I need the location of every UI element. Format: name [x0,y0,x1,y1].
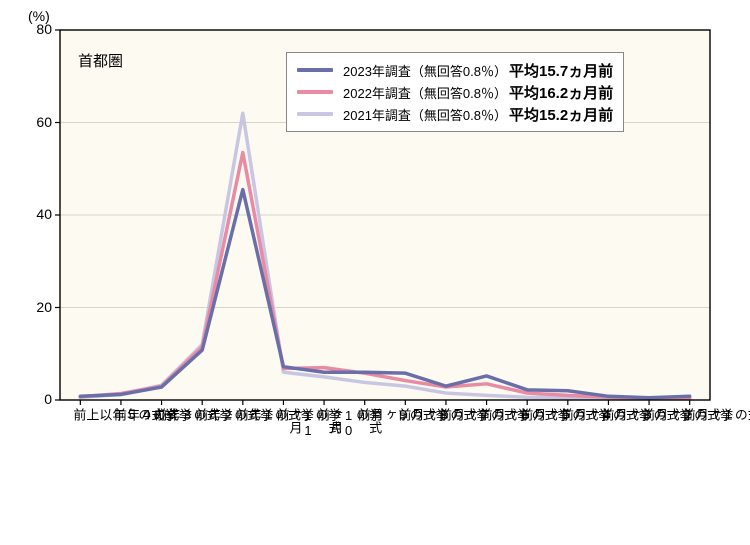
legend-text: 2021年調査（無回答0.8％） [343,105,507,124]
y-tick-label: 60 [22,114,52,130]
y-tick-label: 40 [22,206,52,222]
y-tick-label: 0 [22,391,52,407]
chart-container: (%) 首都圏 020406080 2023年調査（無回答0.8％）平均15.7… [0,0,750,545]
legend-row: 2021年調査（無回答0.8％）平均15.2ヵ月前 [297,103,613,125]
legend-swatch [297,112,333,116]
y-tick-label: 80 [22,21,52,37]
legend-average: 平均15.7ヵ月前 [509,60,613,81]
region-label: 首都圏 [78,50,123,71]
legend-swatch [297,90,333,94]
y-tick-label: 20 [22,299,52,315]
legend-average: 平均16.2ヵ月前 [509,82,613,103]
legend-average: 平均15.2ヵ月前 [509,104,613,125]
legend-text: 2023年調査（無回答0.8％） [343,61,507,80]
x-tick-label: 挙式の１ヶ月前 [682,408,750,421]
legend-row: 2022年調査（無回答0.8％）平均16.2ヵ月前 [297,81,613,103]
legend-text: 2022年調査（無回答0.8％） [343,83,507,102]
legend-row: 2023年調査（無回答0.8％）平均15.7ヵ月前 [297,59,613,81]
legend-swatch [297,68,333,72]
legend: 2023年調査（無回答0.8％）平均15.7ヵ月前2022年調査（無回答0.8％… [286,52,624,132]
